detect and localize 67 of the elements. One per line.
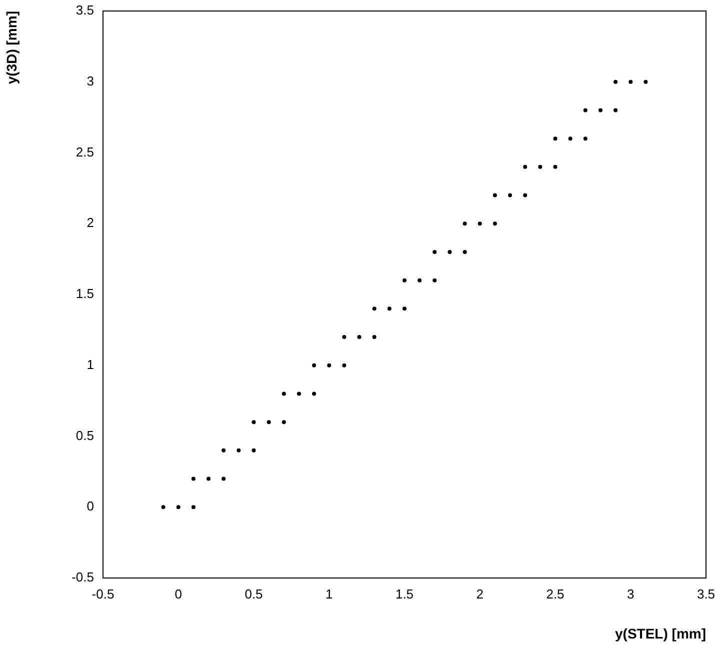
x-tick-label: 2 (476, 586, 484, 602)
point (342, 335, 346, 340)
point (252, 448, 256, 452)
y-tick-label: 2 (86, 215, 94, 230)
point (312, 363, 316, 368)
y-tick-label: 1 (86, 356, 94, 372)
point (492, 193, 497, 198)
x-tick-label: 3.5 (696, 586, 716, 602)
point (628, 80, 633, 84)
point (402, 278, 406, 282)
point (462, 250, 467, 254)
x-tick-label: 0.5 (244, 586, 263, 602)
point (583, 108, 588, 112)
point (432, 278, 437, 282)
point (266, 420, 271, 424)
y-axis-title: y(3D) [mm] (3, 11, 20, 84)
point (614, 108, 618, 112)
y-tick-label: 0.5 (76, 428, 94, 443)
point (191, 505, 196, 510)
point (327, 363, 332, 368)
point (523, 193, 528, 198)
point (583, 136, 588, 141)
point (402, 306, 406, 311)
y-tick-label: 2.5 (76, 144, 94, 160)
point (191, 476, 196, 481)
y-tick-label: 1.5 (76, 286, 94, 302)
point (508, 193, 512, 198)
point (176, 505, 180, 510)
y-tick-label: 0 (86, 498, 94, 514)
point (538, 164, 542, 169)
point (553, 136, 558, 141)
point (432, 250, 437, 254)
point (448, 250, 452, 254)
x-tick-label: 1 (326, 586, 333, 602)
point (568, 136, 572, 141)
x-tick-label: 3 (627, 586, 634, 602)
point (644, 80, 648, 84)
point (252, 420, 256, 424)
point (614, 80, 618, 84)
y-tick-label: -0.5 (72, 570, 94, 585)
point (478, 222, 482, 226)
point (492, 222, 497, 226)
point (372, 306, 376, 311)
point (222, 476, 226, 481)
point (342, 363, 346, 368)
point (296, 392, 301, 396)
point (418, 278, 422, 282)
x-axis-title: y(STEL) [mm] (615, 625, 706, 642)
point (462, 222, 467, 226)
point (282, 420, 286, 424)
point (312, 392, 316, 396)
x-tick-label: 2.5 (546, 586, 564, 602)
point (523, 164, 528, 169)
x-tick-label: 0 (174, 586, 182, 602)
point (282, 392, 286, 396)
point (387, 306, 392, 311)
y-tick-label: 3 (86, 73, 94, 88)
x-tick-label: 1.5 (395, 586, 414, 602)
point (372, 335, 376, 340)
point (222, 448, 226, 452)
point (357, 335, 362, 340)
point (236, 448, 241, 452)
y-tick-label: 3.5 (76, 2, 94, 18)
point (161, 505, 166, 510)
point (553, 164, 558, 169)
point (598, 108, 602, 112)
point (206, 476, 211, 481)
